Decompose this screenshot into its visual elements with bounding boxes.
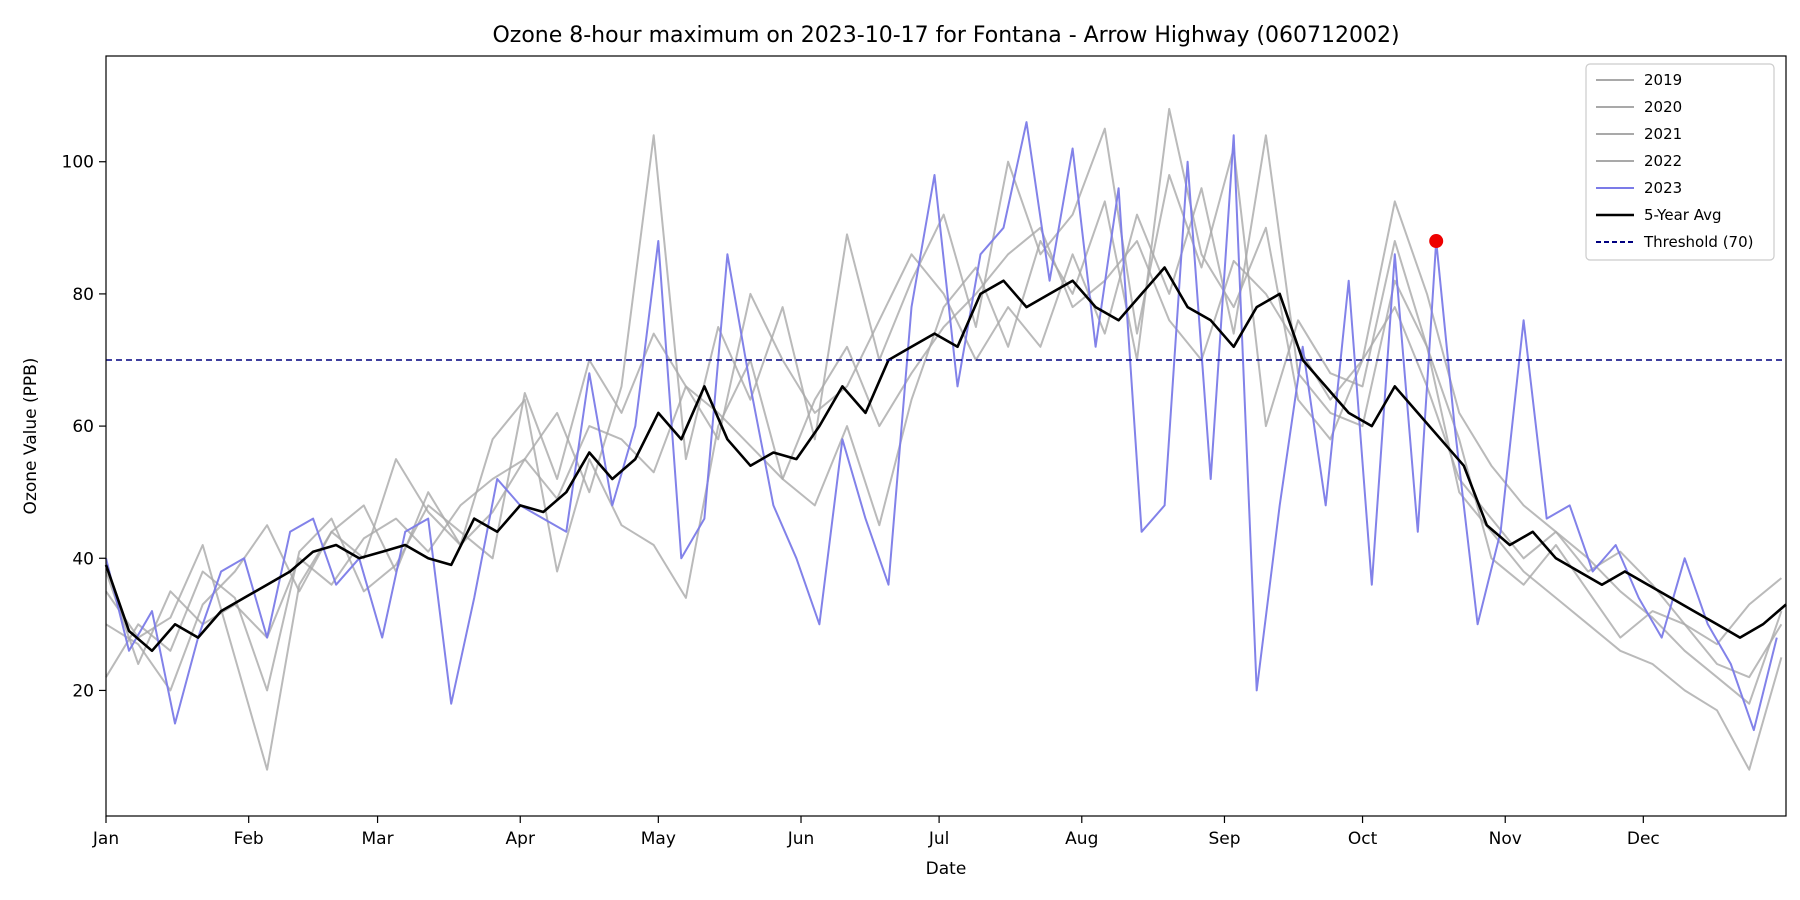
plot-background	[106, 56, 1786, 816]
x-tick-label: Aug	[1065, 829, 1098, 849]
y-tick-label: 60	[72, 417, 94, 437]
legend-label: Threshold (70)	[1643, 233, 1753, 251]
series-line-2021	[105, 134, 1783, 771]
series-line-5-year-avg	[104, 266, 1787, 653]
legend: 2019 2020 2021 2022 2023 5-Year Avg Threshold …	[1585, 63, 1775, 261]
series-layer	[104, 107, 1787, 771]
legend-label: 2019	[1644, 71, 1682, 89]
x-axis-label: Date	[926, 859, 967, 879]
series-line-2019	[105, 226, 1783, 665]
legend-label: 5-Year Avg	[1644, 206, 1721, 224]
x-tick-label: Oct	[1348, 829, 1378, 849]
legend-label: 2023	[1644, 179, 1682, 197]
x-axis: Jan Feb Mar Apr May Jun Jul Aug Sep Oct Nov Dec	[92, 816, 1660, 849]
series-line-2023	[105, 121, 1778, 732]
legend-box	[1585, 63, 1775, 261]
highlight-point	[1429, 234, 1444, 249]
y-axis-label: Ozone Value (PPB)	[21, 358, 41, 515]
y-tick-label: 40	[72, 549, 94, 569]
x-tick-label: Jan	[92, 829, 119, 849]
y-tick-label: 80	[72, 285, 94, 305]
y-tick-label: 100	[62, 153, 94, 173]
legend-label: 2022	[1644, 152, 1682, 170]
x-tick-label: Jul	[928, 829, 950, 849]
x-tick-label: Nov	[1489, 829, 1522, 849]
plot-area	[104, 55, 1787, 817]
legend-label: 2021	[1644, 125, 1682, 143]
legend-label: 2020	[1644, 98, 1682, 116]
y-axis: 20 40 60 80 100	[62, 153, 106, 701]
x-tick-label: Dec	[1627, 829, 1660, 849]
highlight-layer	[1429, 234, 1444, 249]
plot-frame	[105, 55, 1787, 817]
x-tick-label: Feb	[234, 829, 264, 849]
chart-title: Ozone 8-hour maximum on 2023-10-17 for F…	[492, 23, 1399, 48]
x-tick-label: May	[641, 829, 676, 849]
y-tick-label: 20	[72, 681, 94, 701]
x-tick-label: Mar	[362, 829, 394, 849]
x-tick-label: Apr	[506, 829, 535, 849]
x-tick-label: Sep	[1208, 829, 1240, 849]
x-tick-label: Jun	[787, 829, 815, 849]
series-line-2022	[105, 107, 1783, 771]
